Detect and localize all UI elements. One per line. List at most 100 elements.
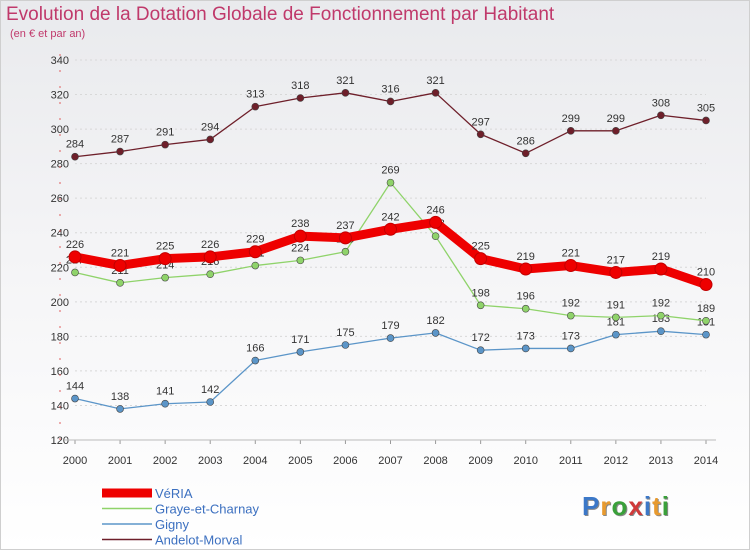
proxiti-logo: Proxiti <box>582 491 670 522</box>
x-tick-label: 2014 <box>694 455 718 467</box>
data-point <box>341 341 350 349</box>
x-tick-label: 2000 <box>63 455 87 467</box>
data-point <box>161 399 169 408</box>
data-point <box>431 89 440 97</box>
legend-entry: Graye-et-Charnay <box>102 502 260 517</box>
data-label: 138 <box>111 391 129 403</box>
data-label: 284 <box>66 139 84 151</box>
data-label: 294 <box>201 121 219 133</box>
data-point <box>116 405 124 413</box>
data-point <box>474 252 488 266</box>
data-point <box>566 344 575 353</box>
data-point <box>68 250 82 264</box>
data-label: 297 <box>471 116 489 128</box>
data-label: 192 <box>562 298 580 310</box>
data-label: 221 <box>111 248 129 260</box>
data-point <box>251 261 260 270</box>
data-label: 269 <box>381 165 399 177</box>
data-point <box>386 334 395 342</box>
y-tick-label: 320 <box>51 90 69 102</box>
x-tick-label: 2007 <box>378 455 402 467</box>
data-point <box>521 149 530 158</box>
x-tick-label: 2012 <box>604 455 628 467</box>
data-label: 179 <box>381 320 399 332</box>
data-point <box>519 262 533 276</box>
logo-letter: r <box>600 491 612 521</box>
data-point <box>384 222 397 236</box>
x-tick-label: 2013 <box>649 455 673 467</box>
y-tick-label: 280 <box>51 159 69 171</box>
data-point <box>386 97 395 106</box>
y-tick-label: 160 <box>51 366 69 378</box>
data-label: 238 <box>291 218 309 230</box>
data-point <box>206 135 215 144</box>
logo-letter: i <box>643 491 653 521</box>
data-point <box>609 265 623 279</box>
series-v-ria: 226 221 225 226 229 238 237 242 246 225 219 221 217 2… <box>66 204 715 292</box>
logo-letter: x <box>628 491 644 521</box>
data-point <box>158 252 172 266</box>
legend-label: Gigny <box>155 517 189 532</box>
data-label: 225 <box>471 241 489 253</box>
data-label: 210 <box>697 267 715 279</box>
data-point <box>341 89 350 97</box>
data-label: 181 <box>607 317 625 329</box>
data-label: 173 <box>517 330 535 342</box>
data-point <box>612 330 620 339</box>
data-label: 172 <box>471 332 489 344</box>
data-point <box>476 346 485 354</box>
data-point <box>116 147 124 156</box>
series-graye-et-charnay: 2172112142162212242292692381981961921911… <box>66 165 715 325</box>
x-tick-label: 2010 <box>513 455 537 467</box>
x-tick-label: 2003 <box>198 455 222 467</box>
data-point <box>251 102 260 111</box>
data-label: 171 <box>291 334 309 346</box>
data-point <box>612 127 620 135</box>
logo-letter: i <box>661 491 670 521</box>
data-label: 175 <box>336 327 354 339</box>
data-label: 217 <box>607 254 625 266</box>
data-point <box>161 140 169 149</box>
data-point <box>657 111 665 120</box>
x-tick-label: 2009 <box>468 455 492 467</box>
x-tick-label: 2004 <box>243 455 267 467</box>
data-label: 226 <box>66 239 84 251</box>
data-point <box>293 229 307 243</box>
data-label: 287 <box>111 134 129 146</box>
data-label: 246 <box>426 204 444 216</box>
data-label: 237 <box>336 220 354 232</box>
data-point <box>566 127 575 135</box>
data-point <box>161 273 169 282</box>
data-point <box>521 304 530 313</box>
data-point <box>341 247 350 256</box>
logo-letter: P <box>582 491 601 521</box>
x-tick-label: 2008 <box>423 455 447 467</box>
data-point <box>206 270 215 278</box>
data-point <box>431 329 440 337</box>
legend-entry: Gigny <box>102 517 189 532</box>
data-label: 142 <box>201 384 219 396</box>
data-point <box>386 178 395 187</box>
y-tick-label: 220 <box>51 262 69 274</box>
data-point <box>564 259 578 273</box>
data-point <box>476 130 485 139</box>
data-point <box>71 268 79 277</box>
data-label: 189 <box>697 303 715 315</box>
data-label: 219 <box>517 251 535 263</box>
data-label: 291 <box>156 127 174 139</box>
data-point <box>206 398 215 406</box>
legend-entry: Andelot-Morval <box>102 533 243 548</box>
x-tick-label: 2001 <box>108 455 132 467</box>
data-label: 166 <box>246 343 264 355</box>
y-tick-label: 240 <box>51 228 69 240</box>
y-tick-label: 200 <box>51 297 69 309</box>
y-tick-label: 300 <box>51 124 69 136</box>
data-label: 313 <box>246 89 264 101</box>
data-point <box>116 279 124 287</box>
chart-title: Evolution de la Dotation Globale de Fonc… <box>6 4 555 25</box>
data-label: 316 <box>381 83 399 95</box>
x-tick-label: 2005 <box>288 455 312 467</box>
legend-entry: VéRIA <box>102 486 193 501</box>
